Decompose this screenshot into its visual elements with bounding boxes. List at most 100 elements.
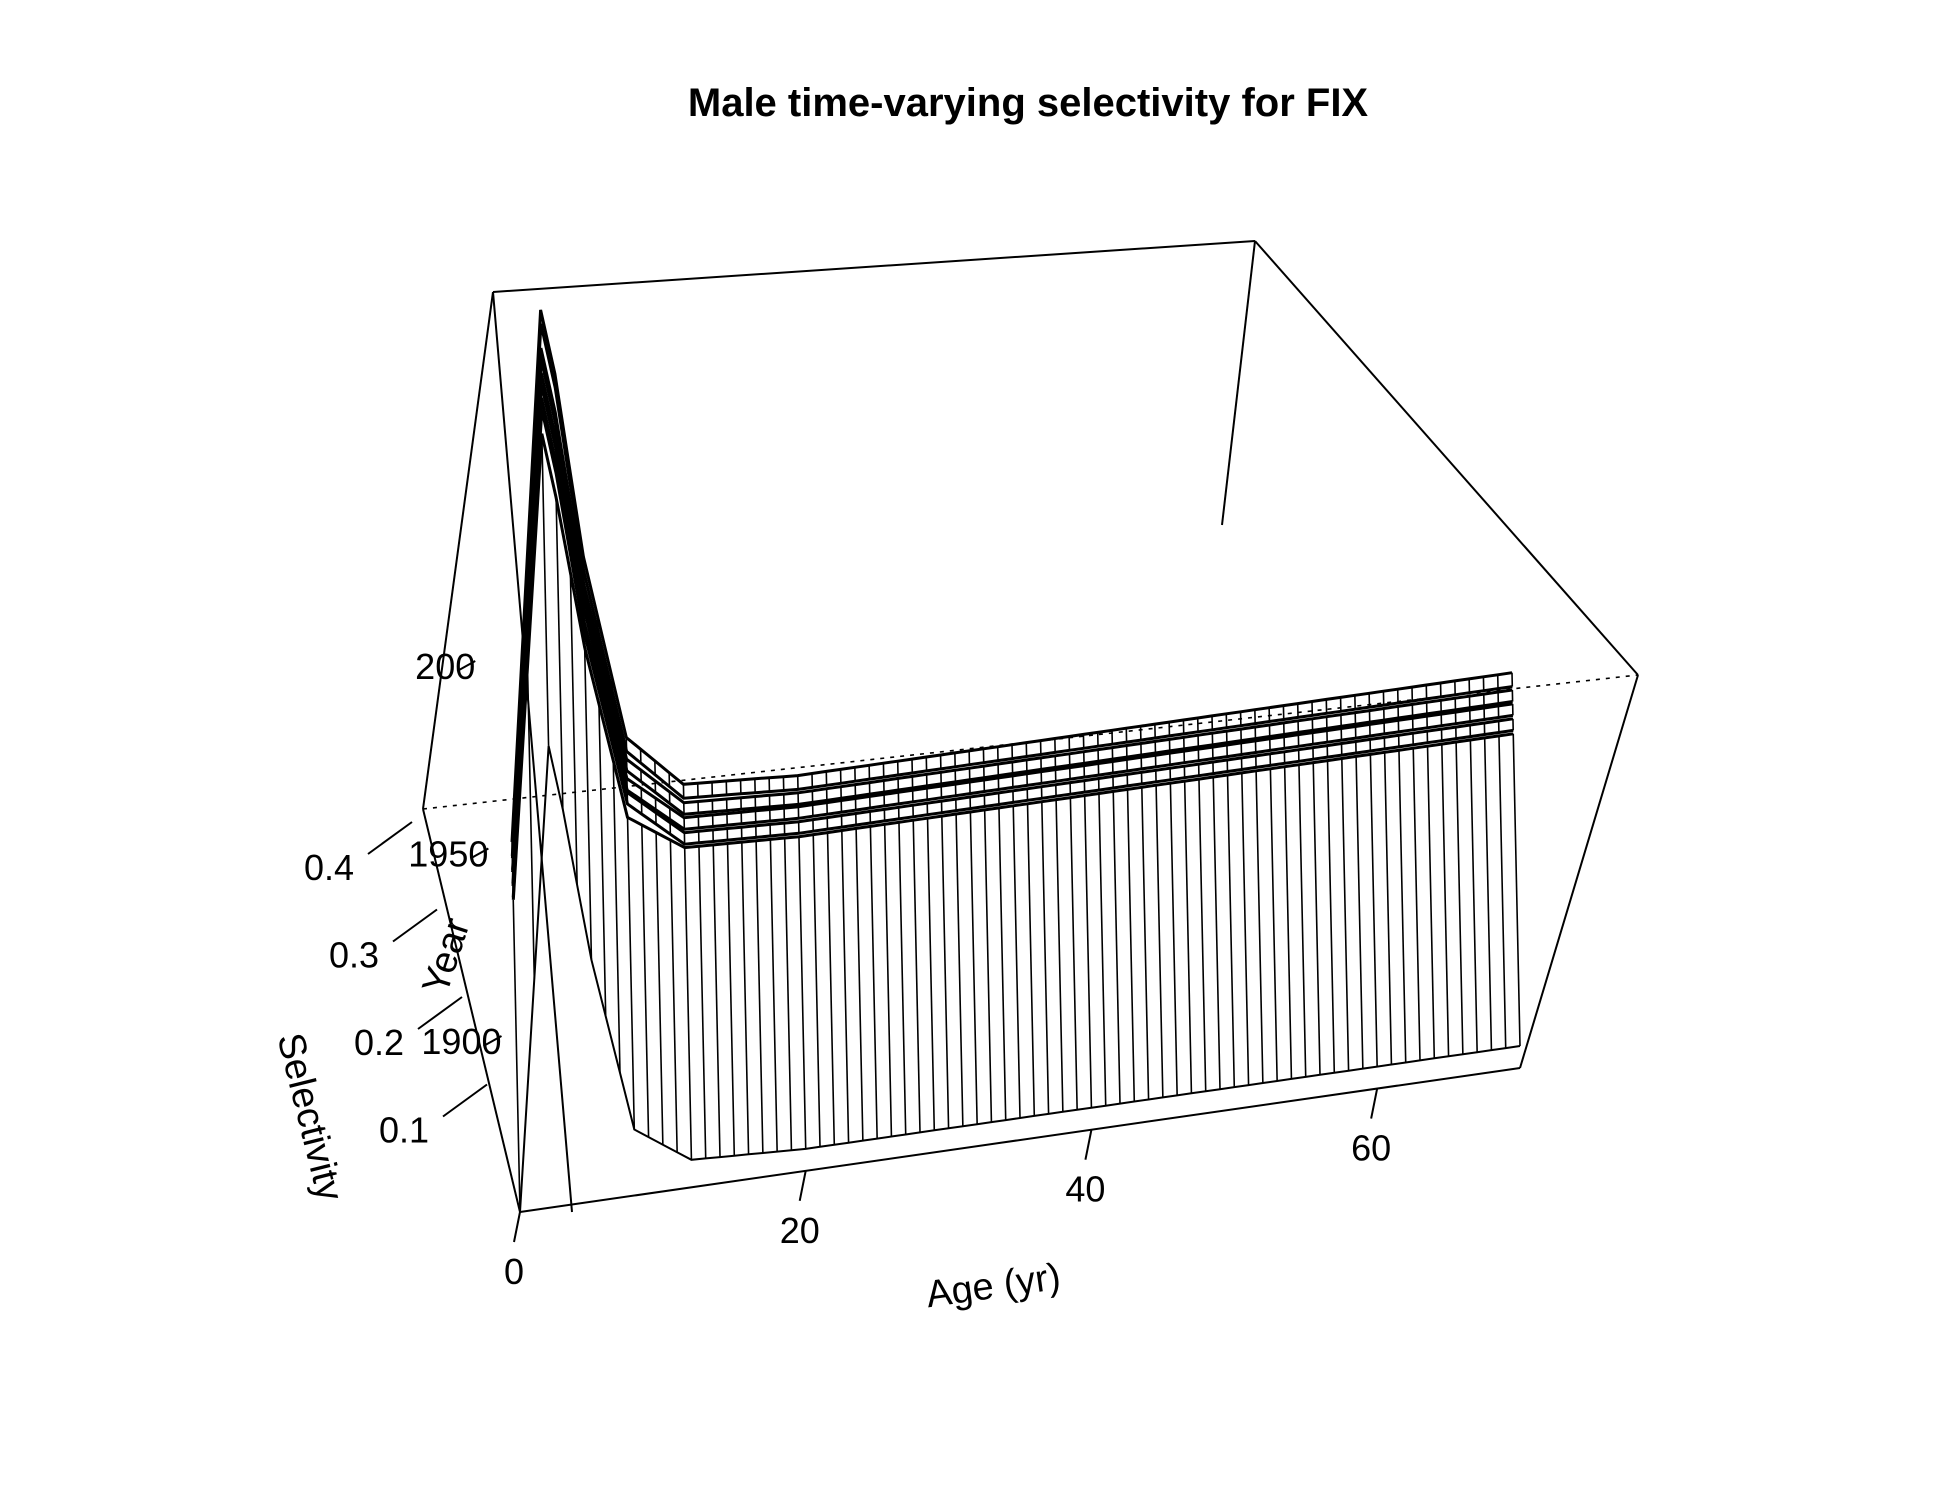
surface-age-line — [1269, 768, 1278, 1081]
surface-age-line — [1512, 733, 1521, 1047]
box-edge-front-bottom — [519, 1067, 1521, 1213]
surface-age-line — [912, 820, 921, 1133]
y-tick-label: 1900 — [421, 1021, 501, 1062]
surface-band-3 — [510, 347, 1514, 870]
x-tick-mark — [1370, 1088, 1379, 1119]
surface-band-0 — [511, 433, 1521, 1213]
surface-age-line — [1141, 787, 1150, 1100]
surface-age-line — [683, 847, 693, 1160]
z-tick-label: 0.2 — [354, 1022, 404, 1063]
z-tick-label: 0.4 — [304, 847, 354, 888]
surface-age-line — [741, 842, 750, 1155]
x-tick-label: 20 — [780, 1210, 820, 1251]
y-tick-mark — [469, 847, 489, 860]
surface-age-line — [826, 832, 836, 1145]
z-axis-label: Selectivity — [269, 1029, 351, 1205]
surface-age-line — [598, 704, 607, 1017]
box-edge-right-top — [1254, 240, 1639, 676]
y-axis-label: Year — [415, 913, 479, 999]
surface-age-line — [612, 760, 621, 1073]
surface-age-line — [1398, 750, 1407, 1063]
surface-age-line — [1198, 779, 1207, 1092]
surface-age-line — [855, 828, 864, 1141]
surface-age-line — [1083, 795, 1093, 1108]
surface-age-line — [869, 826, 878, 1139]
surface-age-line — [1255, 770, 1264, 1084]
box-edge-left-bottom — [422, 808, 521, 1213]
surface-age-line — [526, 666, 536, 979]
x-tick-label: 40 — [1065, 1169, 1105, 1210]
surface-age-line — [1426, 746, 1436, 1059]
surface-age-line — [1498, 735, 1507, 1049]
box-edge-back-right-vertical — [1221, 240, 1256, 526]
surface-age-line — [1241, 772, 1250, 1086]
surface-year-edge — [510, 309, 1513, 843]
x-tick-label: 0 — [504, 1251, 524, 1292]
surface-age-line — [1441, 744, 1450, 1057]
surface-year-edge — [511, 359, 1513, 870]
surface-age-line — [1369, 754, 1378, 1067]
surface-age-line — [898, 822, 907, 1135]
x-tick-label: 60 — [1351, 1128, 1391, 1169]
surface-age-line — [1283, 766, 1293, 1079]
box-edge-left-top — [492, 291, 573, 1213]
z-tick-mark — [392, 908, 438, 943]
surface-age-line — [1183, 781, 1193, 1094]
surface-year-edge — [510, 347, 1513, 859]
surface-age-line — [512, 899, 521, 1213]
surface-age-line — [1355, 756, 1364, 1069]
surface-age-line — [669, 840, 678, 1153]
surface-age-line — [1341, 758, 1350, 1071]
surface-age-line — [783, 838, 793, 1151]
surface-age-line — [626, 817, 636, 1130]
surface-age-line — [1312, 762, 1321, 1075]
surface-age-line — [926, 818, 936, 1131]
surface-year-edge — [511, 384, 1514, 884]
x-tick-mark — [513, 1211, 521, 1243]
z-tick-mark — [417, 996, 463, 1030]
surface-age-line — [1155, 785, 1164, 1098]
z-tick-mark — [367, 821, 413, 855]
surface-age-line — [1412, 748, 1421, 1061]
surface-year-edge — [511, 397, 1514, 886]
surface-age-line — [755, 840, 764, 1153]
surface-age-line — [541, 433, 550, 746]
surface-age-line — [641, 824, 650, 1138]
surface-age-line — [812, 834, 821, 1147]
surface-age-line — [698, 846, 707, 1159]
axis-ticks: 0 20 40 60 0.1 0.2 0.3 0.4 1900 1950 200 — [304, 646, 1391, 1292]
surface-year-edge — [511, 433, 1514, 900]
y-tick-label: 200 — [415, 646, 475, 687]
surface-age-line — [1212, 776, 1221, 1090]
surface-age-line — [726, 843, 736, 1156]
surface-age-line — [1469, 739, 1478, 1053]
surface-age-line — [1112, 791, 1121, 1104]
z-tick-mark — [442, 1083, 488, 1118]
surface-age-line — [1383, 752, 1393, 1065]
surface-age-line — [555, 497, 564, 810]
z-tick-label: 0.3 — [329, 935, 379, 976]
surface-age-line — [583, 647, 593, 960]
surface-age-line — [983, 809, 993, 1123]
box-edge-back-top — [492, 240, 1256, 293]
surface-age-line — [1298, 764, 1307, 1077]
x-tick-mark — [1084, 1129, 1093, 1160]
surface-age-line — [569, 572, 578, 885]
box-edge-front-right-vertical — [1519, 674, 1639, 1069]
y-tick-mark — [456, 660, 476, 672]
surface-year-edge — [510, 323, 1513, 856]
surface-age-line — [998, 807, 1007, 1121]
surface-age-line — [1455, 742, 1464, 1055]
surface-age-line — [798, 836, 807, 1149]
surface-age-line — [1098, 793, 1107, 1106]
surface-age-line — [1026, 803, 1036, 1116]
surface-age-line — [969, 811, 978, 1125]
y-tick-mark — [483, 1035, 502, 1047]
surface-age-line — [1055, 799, 1064, 1112]
surface-age-line — [1483, 737, 1493, 1051]
box-edge-left-vertical — [422, 291, 494, 810]
selectivity-surface — [510, 309, 1521, 1213]
surface-year-edge — [511, 409, 1514, 898]
surface-age-line — [769, 839, 778, 1152]
